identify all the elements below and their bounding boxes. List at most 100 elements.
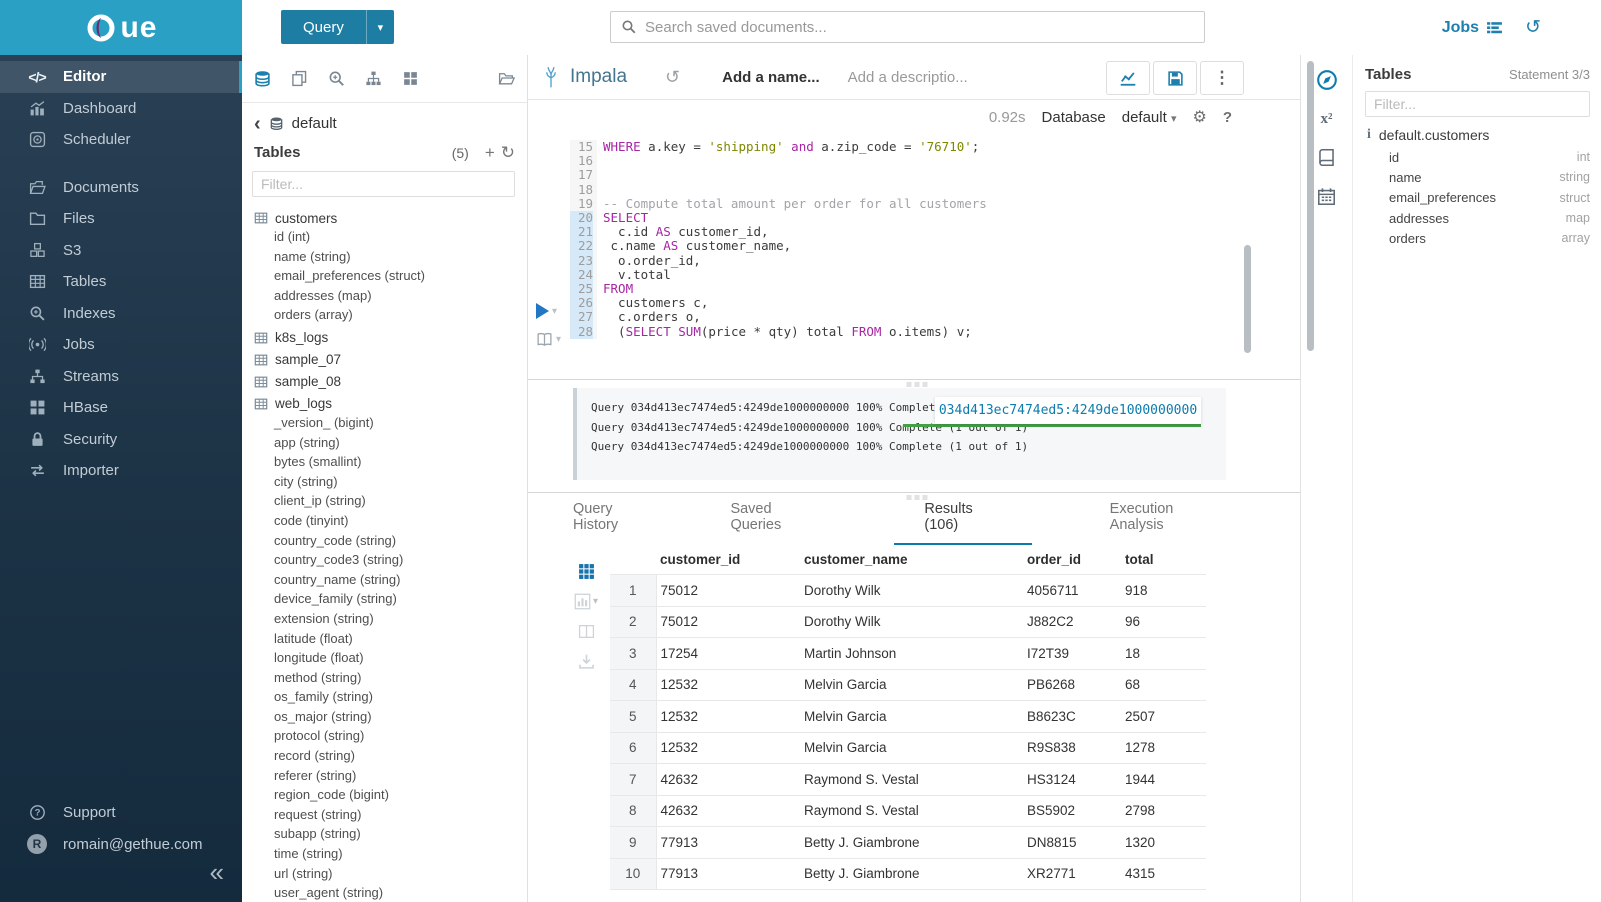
editor-scrollbar[interactable]: [1244, 245, 1251, 353]
query-name-field[interactable]: Add a name...: [722, 68, 820, 86]
help-icon[interactable]: ?: [1222, 108, 1232, 126]
superscript-icon[interactable]: x²: [1320, 111, 1333, 127]
assist-table-sample-07[interactable]: sample_07: [254, 349, 527, 371]
assist-column[interactable]: device_family (string): [274, 591, 397, 607]
sidebar-item-tables[interactable]: Tables: [0, 266, 242, 298]
results-column-header[interactable]: customer_name: [800, 545, 1023, 575]
gear-icon[interactable]: ⚙: [1192, 109, 1207, 126]
assist-column[interactable]: app (string): [274, 434, 340, 450]
compass-icon[interactable]: [1316, 69, 1338, 91]
assist-column[interactable]: url (string): [274, 865, 333, 881]
assist-table-customers[interactable]: customers: [254, 207, 527, 229]
grid-icon[interactable]: [578, 563, 595, 580]
sidebar-item-dashboard[interactable]: Dashboard: [0, 93, 242, 125]
job-id-link[interactable]: 034d413ec7474ed5:4249de1000000000: [935, 397, 1201, 424]
assist-column[interactable]: country_code (string): [274, 532, 397, 548]
sidebar-item-support[interactable]: ? Support: [0, 797, 242, 829]
docs-book-icon[interactable]: [1317, 148, 1336, 167]
jobs-link[interactable]: Jobs: [1442, 19, 1503, 37]
assist-column[interactable]: id (int): [274, 229, 311, 244]
assist-column[interactable]: os_major (string): [274, 708, 372, 724]
sidebar-item-streams[interactable]: Streams: [0, 361, 242, 393]
assist-table-sample-08[interactable]: sample_08: [254, 371, 527, 393]
sidebar-item-scheduler[interactable]: Scheduler: [0, 124, 242, 156]
assist-column[interactable]: country_name (string): [274, 571, 401, 587]
assist-column[interactable]: country_code3 (string): [274, 552, 404, 568]
search-input[interactable]: [645, 18, 1194, 36]
query-description-field[interactable]: Add a descriptio...: [847, 68, 968, 86]
right-assist-column[interactable]: id int: [1365, 147, 1590, 167]
global-search[interactable]: [610, 11, 1205, 43]
resize-handle-bottom[interactable]: [528, 492, 1306, 500]
assist-column[interactable]: time (string): [274, 846, 343, 862]
info-icon[interactable]: i: [1367, 127, 1371, 142]
assist-column[interactable]: extension (string): [274, 610, 374, 626]
sidebar-item-importer[interactable]: Importer: [0, 455, 242, 487]
right-assist-column[interactable]: name string: [1365, 167, 1590, 187]
assist-column[interactable]: latitude (float): [274, 630, 353, 646]
tab-execution-analysis[interactable]: Execution Analysis: [1109, 501, 1174, 533]
run-query-button[interactable]: ▾: [536, 303, 566, 319]
assist-column[interactable]: region_code (bigint): [274, 787, 389, 803]
sitemap-icon[interactable]: [365, 70, 382, 87]
save-button[interactable]: [1153, 61, 1197, 95]
more-actions-button[interactable]: ⋮: [1200, 61, 1244, 95]
sidebar-item-editor[interactable]: </> Editor: [0, 61, 242, 93]
main-scrollbar[interactable]: [1307, 61, 1314, 351]
editor-code[interactable]: WHERE a.key = 'shipping' and a.zip_code …: [597, 139, 987, 339]
assist-column[interactable]: name (string): [274, 248, 351, 264]
sidebar-collapse-button[interactable]: «: [209, 857, 224, 887]
add-table-icon[interactable]: +: [484, 142, 495, 162]
calendar-icon[interactable]: [1317, 187, 1336, 206]
sql-editor[interactable]: 15 16 17 18 19 20 21 22 23 24 25 26 27 28 WHERE a.key…: [570, 139, 987, 339]
sidebar-item-files[interactable]: Files: [0, 203, 242, 235]
database-select[interactable]: default ▾: [1121, 108, 1177, 126]
assist-column[interactable]: longitude (float): [274, 650, 364, 666]
databases-icon[interactable]: [254, 70, 271, 87]
active-table-name[interactable]: default.customers: [1378, 127, 1490, 143]
assist-column[interactable]: referer (string): [274, 767, 357, 783]
engine-selector[interactable]: Impala: [542, 66, 627, 88]
columns-icon[interactable]: [578, 623, 595, 640]
back-chevron-icon[interactable]: ‹: [254, 112, 261, 135]
right-assist-column[interactable]: addresses map: [1365, 208, 1590, 228]
hue-logo[interactable]: ue: [0, 0, 242, 55]
right-assist-column[interactable]: orders array: [1365, 228, 1590, 248]
sidebar-item-documents[interactable]: Documents: [0, 172, 242, 204]
assist-column[interactable]: method (string): [274, 669, 362, 685]
tab-results-106[interactable]: Results (106): [894, 501, 1032, 545]
sidebar-item-jobs[interactable]: Jobs: [0, 329, 242, 361]
tab-query-history[interactable]: Query History: [573, 501, 619, 533]
assist-column[interactable]: city (string): [274, 473, 338, 489]
results-column-header[interactable]: order_id: [1023, 545, 1121, 575]
right-assist-column[interactable]: email_preferences struct: [1365, 188, 1590, 208]
folder-open-icon[interactable]: [498, 70, 515, 87]
new-query-caret[interactable]: ▾: [365, 10, 394, 44]
refresh-icon[interactable]: ↻: [500, 142, 515, 162]
query-history-icon[interactable]: ↺: [1525, 17, 1541, 38]
assist-filter-input[interactable]: [252, 171, 515, 197]
assist-column[interactable]: protocol (string): [274, 728, 365, 744]
assist-table-web-logs[interactable]: web_logs: [254, 393, 527, 415]
chart-box-icon[interactable]: ▾: [574, 593, 598, 610]
assist-column[interactable]: subapp (string): [274, 826, 361, 842]
assist-table-k8s-logs[interactable]: k8s_logs: [254, 327, 527, 349]
assist-column[interactable]: user_agent (string): [274, 885, 384, 901]
active-table[interactable]: i default.customers: [1367, 127, 1590, 143]
assist-column[interactable]: email_preferences (struct): [274, 268, 425, 284]
download-icon[interactable]: [578, 653, 595, 670]
resize-handle-top[interactable]: [528, 379, 1306, 387]
results-column-header[interactable]: customer_id: [656, 545, 800, 575]
sidebar-item-indexes[interactable]: Indexes: [0, 298, 242, 330]
assist-column[interactable]: os_family (string): [274, 689, 373, 705]
assist-column[interactable]: code (tinyint): [274, 512, 349, 528]
sidebar-item-hbase[interactable]: HBase: [0, 392, 242, 424]
new-query-button-label[interactable]: Query: [281, 10, 366, 44]
explain-query-button[interactable]: ▾: [536, 332, 566, 347]
editor-history-icon[interactable]: ↺: [665, 66, 681, 87]
new-query-button[interactable]: Query ▾: [281, 10, 394, 44]
assist-column[interactable]: orders (array): [274, 307, 353, 323]
sidebar-item-s3[interactable]: S3: [0, 235, 242, 267]
assist-column[interactable]: addresses (map): [274, 287, 372, 303]
